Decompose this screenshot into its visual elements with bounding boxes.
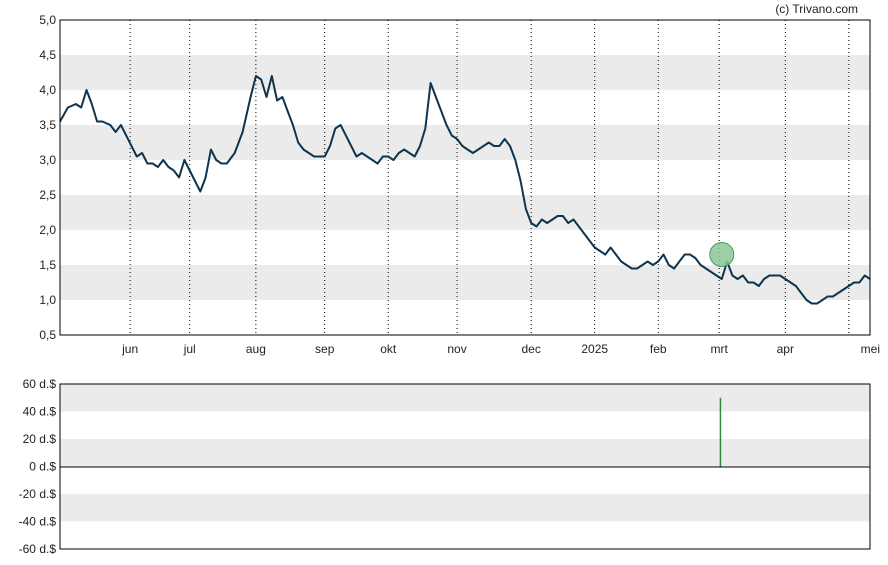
price-line xyxy=(59,75,871,305)
month-x-tick-label: apr xyxy=(777,342,794,356)
price-y-tick-label: 4,5 xyxy=(39,48,56,62)
month-x-tick-label: feb xyxy=(650,342,667,356)
month-x-axis-labels: jun jul aug sep okt nov dec 2025 feb mrt apr mei xyxy=(121,342,880,356)
month-x-tick-label: 2025 xyxy=(581,342,608,356)
event-marker xyxy=(709,242,735,267)
month-x-tick-label: jun xyxy=(121,342,138,356)
month-x-tick-label: jul xyxy=(183,342,196,356)
month-x-tick-label: dec xyxy=(521,342,540,356)
price-panel-frame xyxy=(59,19,871,336)
price-y-tick-label: 5,0 xyxy=(39,13,56,27)
volume-y-tick-label: -60 d.$ xyxy=(19,542,57,556)
volume-panel-bands xyxy=(60,384,870,522)
volume-y-axis-labels: 60 d.$ 40 d.$ 20 d.$ 0 d.$ -20 d.$ -40 d.$ -60… xyxy=(19,377,57,556)
volume-y-tick-label: 20 d.$ xyxy=(23,432,57,446)
price-y-tick-label: 3,0 xyxy=(39,153,56,167)
month-x-tick-label: sep xyxy=(315,342,335,356)
price-band xyxy=(60,265,870,300)
volume-y-tick-label: 60 d.$ xyxy=(23,377,57,391)
price-panel-bands xyxy=(60,55,870,300)
volume-band xyxy=(60,384,870,412)
volume-y-tick-label: -40 d.$ xyxy=(19,515,57,529)
price-y-tick-label: 1,0 xyxy=(39,293,56,307)
volume-y-tick-label: 0 d.$ xyxy=(29,460,56,474)
volume-band xyxy=(60,494,870,522)
price-y-tick-label: 3,5 xyxy=(39,118,56,132)
price-band xyxy=(60,125,870,160)
month-x-tick-label: mrt xyxy=(710,342,728,356)
month-x-tick-label: okt xyxy=(380,342,397,356)
month-x-tick-label: mei xyxy=(861,342,880,356)
volume-panel-frame xyxy=(59,383,871,550)
price-band xyxy=(60,195,870,230)
volume-band xyxy=(60,439,870,467)
price-y-tick-label: 4,0 xyxy=(39,83,56,97)
month-grid-lines xyxy=(129,20,850,335)
volume-y-tick-label: -20 d.$ xyxy=(19,487,57,501)
credit-label: (c) Trivano.com xyxy=(775,2,858,16)
price-band xyxy=(60,55,870,90)
price-y-tick-label: 1,5 xyxy=(39,258,56,272)
price-y-axis-labels: 5,0 4,5 4,0 3,5 3,0 2,5 2,0 1,5 1,0 0,5 xyxy=(39,13,56,342)
month-x-tick-label: aug xyxy=(246,342,266,356)
price-y-tick-label: 2,5 xyxy=(39,188,56,202)
price-y-tick-label: 0,5 xyxy=(39,328,56,342)
price-y-tick-label: 2,0 xyxy=(39,223,56,237)
volume-y-tick-label: 40 d.$ xyxy=(23,405,57,419)
month-x-tick-label: nov xyxy=(447,342,466,356)
